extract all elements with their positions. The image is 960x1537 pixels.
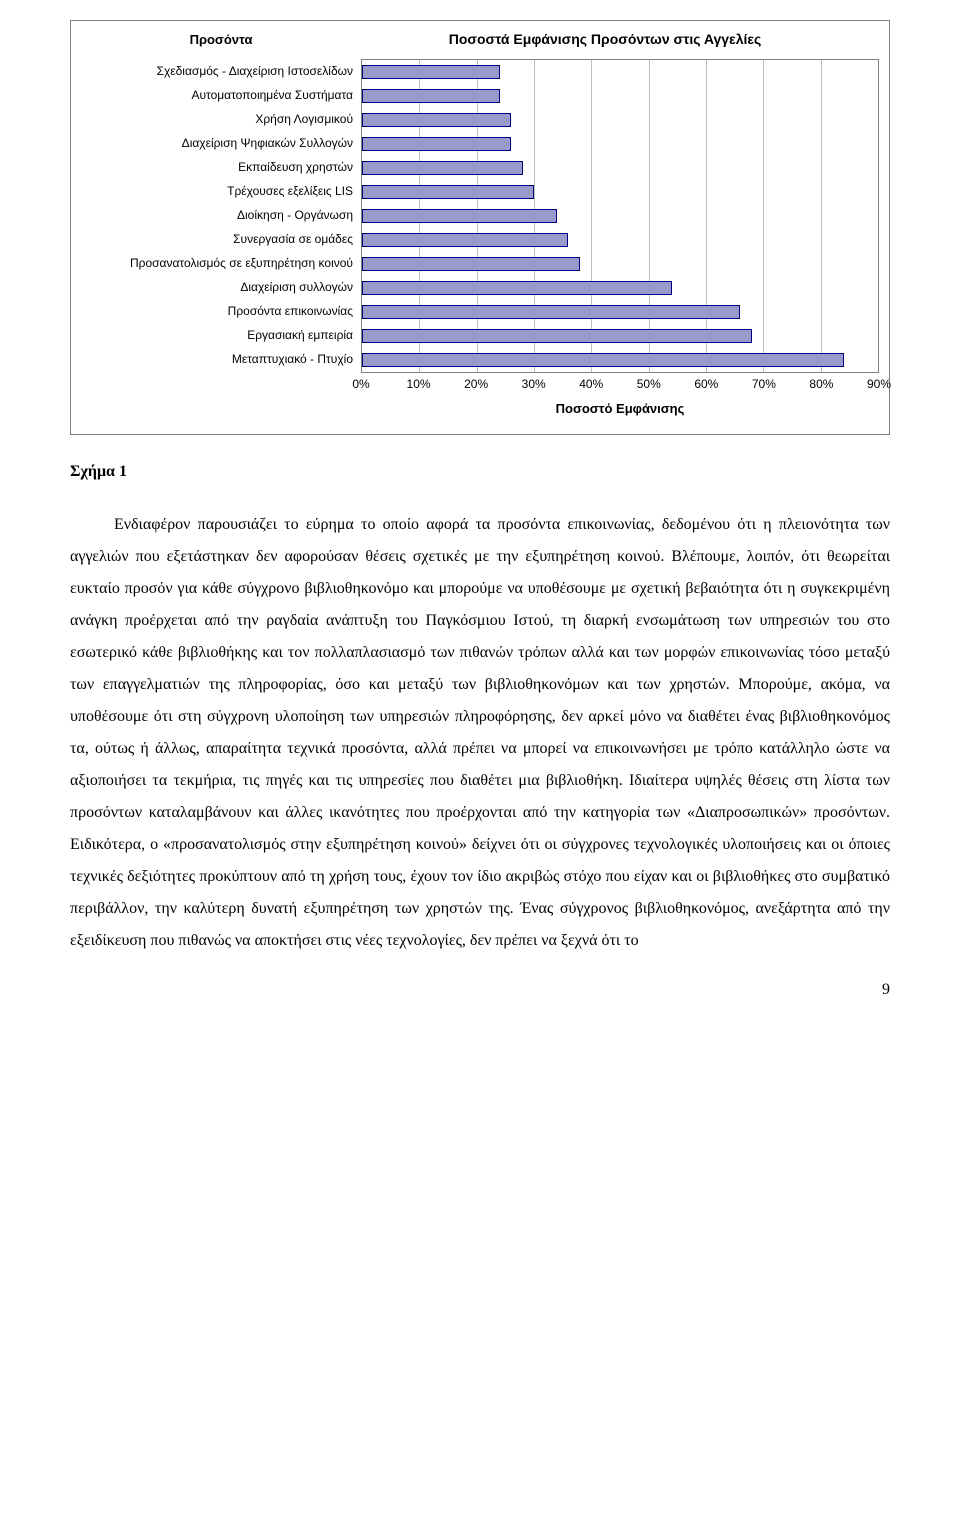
chart-bar xyxy=(362,281,672,295)
chart-category-label: Εκπαίδευση χρηστών xyxy=(81,155,361,179)
chart-bar xyxy=(362,161,523,175)
chart-header: Προσόντα Ποσοστά Εμφάνισης Προσόντων στι… xyxy=(81,31,879,47)
chart-bar xyxy=(362,353,844,367)
chart-category-label: Αυτοματοποιημένα Συστήματα xyxy=(81,83,361,107)
chart-category-label: Σχεδιασμός - Διαχείριση Ιστοσελίδων xyxy=(81,59,361,83)
chart-bar-row xyxy=(362,108,878,132)
chart-category-label: Συνεργασία σε ομάδες xyxy=(81,227,361,251)
chart-bar xyxy=(362,209,557,223)
chart-plot-area xyxy=(361,59,879,373)
chart-bar-row xyxy=(362,300,878,324)
chart-body: Σχεδιασμός - Διαχείριση ΙστοσελίδωνΑυτομ… xyxy=(81,59,879,416)
chart-plot-wrap: 0%10%20%30%40%50%60%70%80%90% Ποσοστό Εμ… xyxy=(361,59,879,416)
chart-bar-row xyxy=(362,132,878,156)
chart-bar-row xyxy=(362,324,878,348)
chart-bar xyxy=(362,185,534,199)
chart-category-label: Προσόντα επικοινωνίας xyxy=(81,299,361,323)
body-paragraph-text: Ενδιαφέρον παρουσιάζει το εύρημα το οποί… xyxy=(70,516,890,949)
chart-category-label: Εργασιακή εμπειρία xyxy=(81,323,361,347)
chart-x-axis-title: Ποσοστό Εμφάνισης xyxy=(361,401,879,416)
chart-category-label: Μεταπτυχιακό - Πτυχίο xyxy=(81,347,361,371)
chart-bar xyxy=(362,257,580,271)
chart-x-ticks: 0%10%20%30%40%50%60%70%80%90% xyxy=(361,377,879,395)
chart-x-tick-label: 30% xyxy=(522,377,546,391)
chart-x-tick-label: 20% xyxy=(464,377,488,391)
chart-x-tick-label: 40% xyxy=(579,377,603,391)
chart-bar-row xyxy=(362,156,878,180)
chart-category-label: Προσανατολισμός σε εξυπηρέτηση κοινού xyxy=(81,251,361,275)
chart-y-axis-title: Προσόντα xyxy=(81,32,361,47)
chart-bar-row xyxy=(362,180,878,204)
chart-bar xyxy=(362,233,568,247)
chart-x-tick-label: 70% xyxy=(752,377,776,391)
chart-container: Προσόντα Ποσοστά Εμφάνισης Προσόντων στι… xyxy=(70,20,890,435)
chart-x-tick-label: 10% xyxy=(407,377,431,391)
chart-category-label: Διαχείριση Ψηφιακών Συλλογών xyxy=(81,131,361,155)
body-paragraph: Ενδιαφέρον παρουσιάζει το εύρημα το οποί… xyxy=(70,509,890,957)
chart-bar xyxy=(362,65,500,79)
document-page: Προσόντα Ποσοστά Εμφάνισης Προσόντων στι… xyxy=(0,0,960,1039)
chart-x-tick-label: 0% xyxy=(352,377,369,391)
page-number: 9 xyxy=(70,981,890,999)
figure-label: Σχήμα 1 xyxy=(70,463,890,481)
chart-category-label: Τρέχουσες εξελίξεις LIS xyxy=(81,179,361,203)
chart-category-label: Διοίκηση - Οργάνωση xyxy=(81,203,361,227)
chart-bar-row xyxy=(362,228,878,252)
chart-bar-row xyxy=(362,252,878,276)
chart-bar-row xyxy=(362,348,878,372)
chart-category-label: Χρήση Λογισμικού xyxy=(81,107,361,131)
chart-category-labels: Σχεδιασμός - Διαχείριση ΙστοσελίδωνΑυτομ… xyxy=(81,59,361,416)
chart-bar xyxy=(362,137,511,151)
chart-bar xyxy=(362,329,752,343)
chart-x-tick-label: 60% xyxy=(694,377,718,391)
chart-bar-row xyxy=(362,60,878,84)
chart-bar-row xyxy=(362,276,878,300)
chart-category-label: Διαχείριση συλλογών xyxy=(81,275,361,299)
chart-bar-row xyxy=(362,84,878,108)
chart-bar xyxy=(362,305,740,319)
chart-bar-row xyxy=(362,204,878,228)
chart-title: Ποσοστά Εμφάνισης Προσόντων στις Αγγελίε… xyxy=(331,31,879,47)
chart-bar xyxy=(362,113,511,127)
chart-x-tick-label: 90% xyxy=(867,377,891,391)
chart-bar xyxy=(362,89,500,103)
chart-x-tick-label: 80% xyxy=(809,377,833,391)
chart-x-tick-label: 50% xyxy=(637,377,661,391)
